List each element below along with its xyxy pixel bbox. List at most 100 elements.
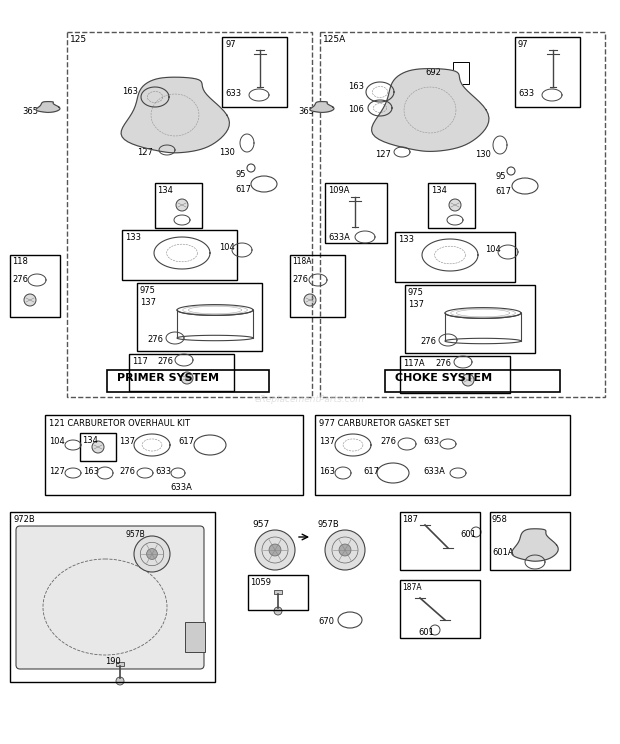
Text: 118: 118 bbox=[12, 257, 28, 266]
Text: 670: 670 bbox=[318, 617, 334, 626]
Circle shape bbox=[24, 294, 36, 306]
Text: 134: 134 bbox=[157, 186, 173, 195]
Bar bbox=[80, 433, 116, 461]
Text: 95: 95 bbox=[495, 172, 505, 181]
Circle shape bbox=[304, 294, 316, 306]
Text: 276: 276 bbox=[420, 337, 436, 346]
Text: 190: 190 bbox=[105, 657, 121, 666]
Text: 972B: 972B bbox=[13, 515, 35, 524]
Text: 617: 617 bbox=[495, 187, 511, 196]
Text: 133: 133 bbox=[398, 235, 414, 244]
Text: 977 CARBURETOR GASKET SET: 977 CARBURETOR GASKET SET bbox=[319, 419, 450, 428]
Bar bbox=[222, 37, 287, 107]
Text: CHOKE SYSTEM: CHOKE SYSTEM bbox=[395, 373, 492, 383]
Bar bbox=[515, 37, 580, 107]
Text: 276: 276 bbox=[147, 335, 163, 344]
Text: 617: 617 bbox=[363, 467, 379, 476]
Circle shape bbox=[255, 530, 295, 570]
Text: 276: 276 bbox=[119, 467, 135, 476]
Circle shape bbox=[146, 548, 157, 559]
Bar bbox=[405, 285, 535, 353]
Bar bbox=[45, 415, 303, 495]
Text: 276: 276 bbox=[435, 359, 451, 368]
Text: 633A: 633A bbox=[423, 467, 445, 476]
Text: 104: 104 bbox=[219, 243, 235, 252]
Text: 692: 692 bbox=[425, 68, 441, 77]
Text: 130: 130 bbox=[219, 148, 235, 157]
Bar bbox=[395, 232, 515, 282]
Bar bbox=[453, 62, 469, 84]
Bar bbox=[290, 255, 345, 317]
Text: 1059: 1059 bbox=[250, 578, 271, 587]
Text: 365: 365 bbox=[298, 107, 314, 116]
Text: 601A: 601A bbox=[492, 548, 513, 557]
Text: 601: 601 bbox=[418, 628, 434, 637]
Text: 957: 957 bbox=[252, 520, 269, 529]
Circle shape bbox=[134, 536, 170, 572]
Text: 975: 975 bbox=[408, 288, 424, 297]
Polygon shape bbox=[36, 102, 60, 112]
Bar bbox=[400, 580, 480, 638]
Circle shape bbox=[462, 374, 474, 386]
Text: 187A: 187A bbox=[402, 583, 422, 592]
Bar bbox=[155, 183, 202, 228]
Polygon shape bbox=[310, 102, 334, 112]
Bar bbox=[400, 356, 510, 393]
Text: 633: 633 bbox=[155, 467, 171, 476]
Text: 163: 163 bbox=[319, 467, 335, 476]
Bar bbox=[185, 622, 205, 652]
Text: 276: 276 bbox=[12, 275, 28, 284]
Bar bbox=[137, 283, 262, 351]
Text: 127: 127 bbox=[49, 467, 65, 476]
Text: 97: 97 bbox=[518, 40, 529, 49]
Bar bbox=[320, 32, 605, 397]
Text: 617: 617 bbox=[235, 185, 251, 194]
Text: 163: 163 bbox=[83, 467, 99, 476]
Text: 958: 958 bbox=[492, 515, 508, 524]
FancyBboxPatch shape bbox=[16, 526, 204, 669]
Text: 601: 601 bbox=[460, 530, 476, 539]
Bar bbox=[107, 370, 269, 392]
Text: 163: 163 bbox=[348, 82, 364, 91]
Bar bbox=[129, 354, 234, 391]
Circle shape bbox=[181, 372, 193, 384]
Text: 633A: 633A bbox=[328, 233, 350, 242]
Circle shape bbox=[269, 544, 281, 556]
Text: 97: 97 bbox=[225, 40, 236, 49]
Text: 127: 127 bbox=[137, 148, 153, 157]
Bar bbox=[10, 512, 215, 682]
Bar bbox=[428, 183, 475, 228]
Text: 127: 127 bbox=[375, 150, 391, 159]
Text: 117: 117 bbox=[132, 357, 148, 366]
Circle shape bbox=[176, 199, 188, 211]
Text: 633: 633 bbox=[225, 89, 241, 98]
Text: 106: 106 bbox=[348, 105, 364, 114]
Text: 104: 104 bbox=[485, 245, 501, 254]
Polygon shape bbox=[512, 529, 558, 561]
Bar bbox=[10, 255, 60, 317]
Bar bbox=[122, 230, 237, 280]
Text: 130: 130 bbox=[475, 150, 491, 159]
Text: 276: 276 bbox=[380, 437, 396, 446]
Text: 118A: 118A bbox=[292, 257, 311, 266]
Text: 104: 104 bbox=[49, 437, 64, 446]
Text: 276: 276 bbox=[157, 357, 173, 366]
Text: 134: 134 bbox=[431, 186, 447, 195]
Text: 276: 276 bbox=[292, 275, 308, 284]
Text: 137: 137 bbox=[408, 300, 424, 309]
Bar bbox=[116, 662, 124, 666]
Text: 163: 163 bbox=[122, 87, 138, 96]
Bar bbox=[248, 575, 308, 610]
Bar bbox=[315, 415, 570, 495]
Circle shape bbox=[92, 441, 104, 453]
Text: 957B: 957B bbox=[125, 530, 144, 539]
Bar bbox=[385, 370, 560, 392]
Text: 95: 95 bbox=[235, 170, 246, 179]
Bar bbox=[400, 512, 480, 570]
Polygon shape bbox=[371, 68, 489, 151]
Text: PRIMER SYSTEM: PRIMER SYSTEM bbox=[117, 373, 219, 383]
Text: 957B: 957B bbox=[318, 520, 340, 529]
Text: 133: 133 bbox=[125, 233, 141, 242]
Text: 617: 617 bbox=[178, 437, 194, 446]
Text: 134: 134 bbox=[82, 436, 98, 445]
